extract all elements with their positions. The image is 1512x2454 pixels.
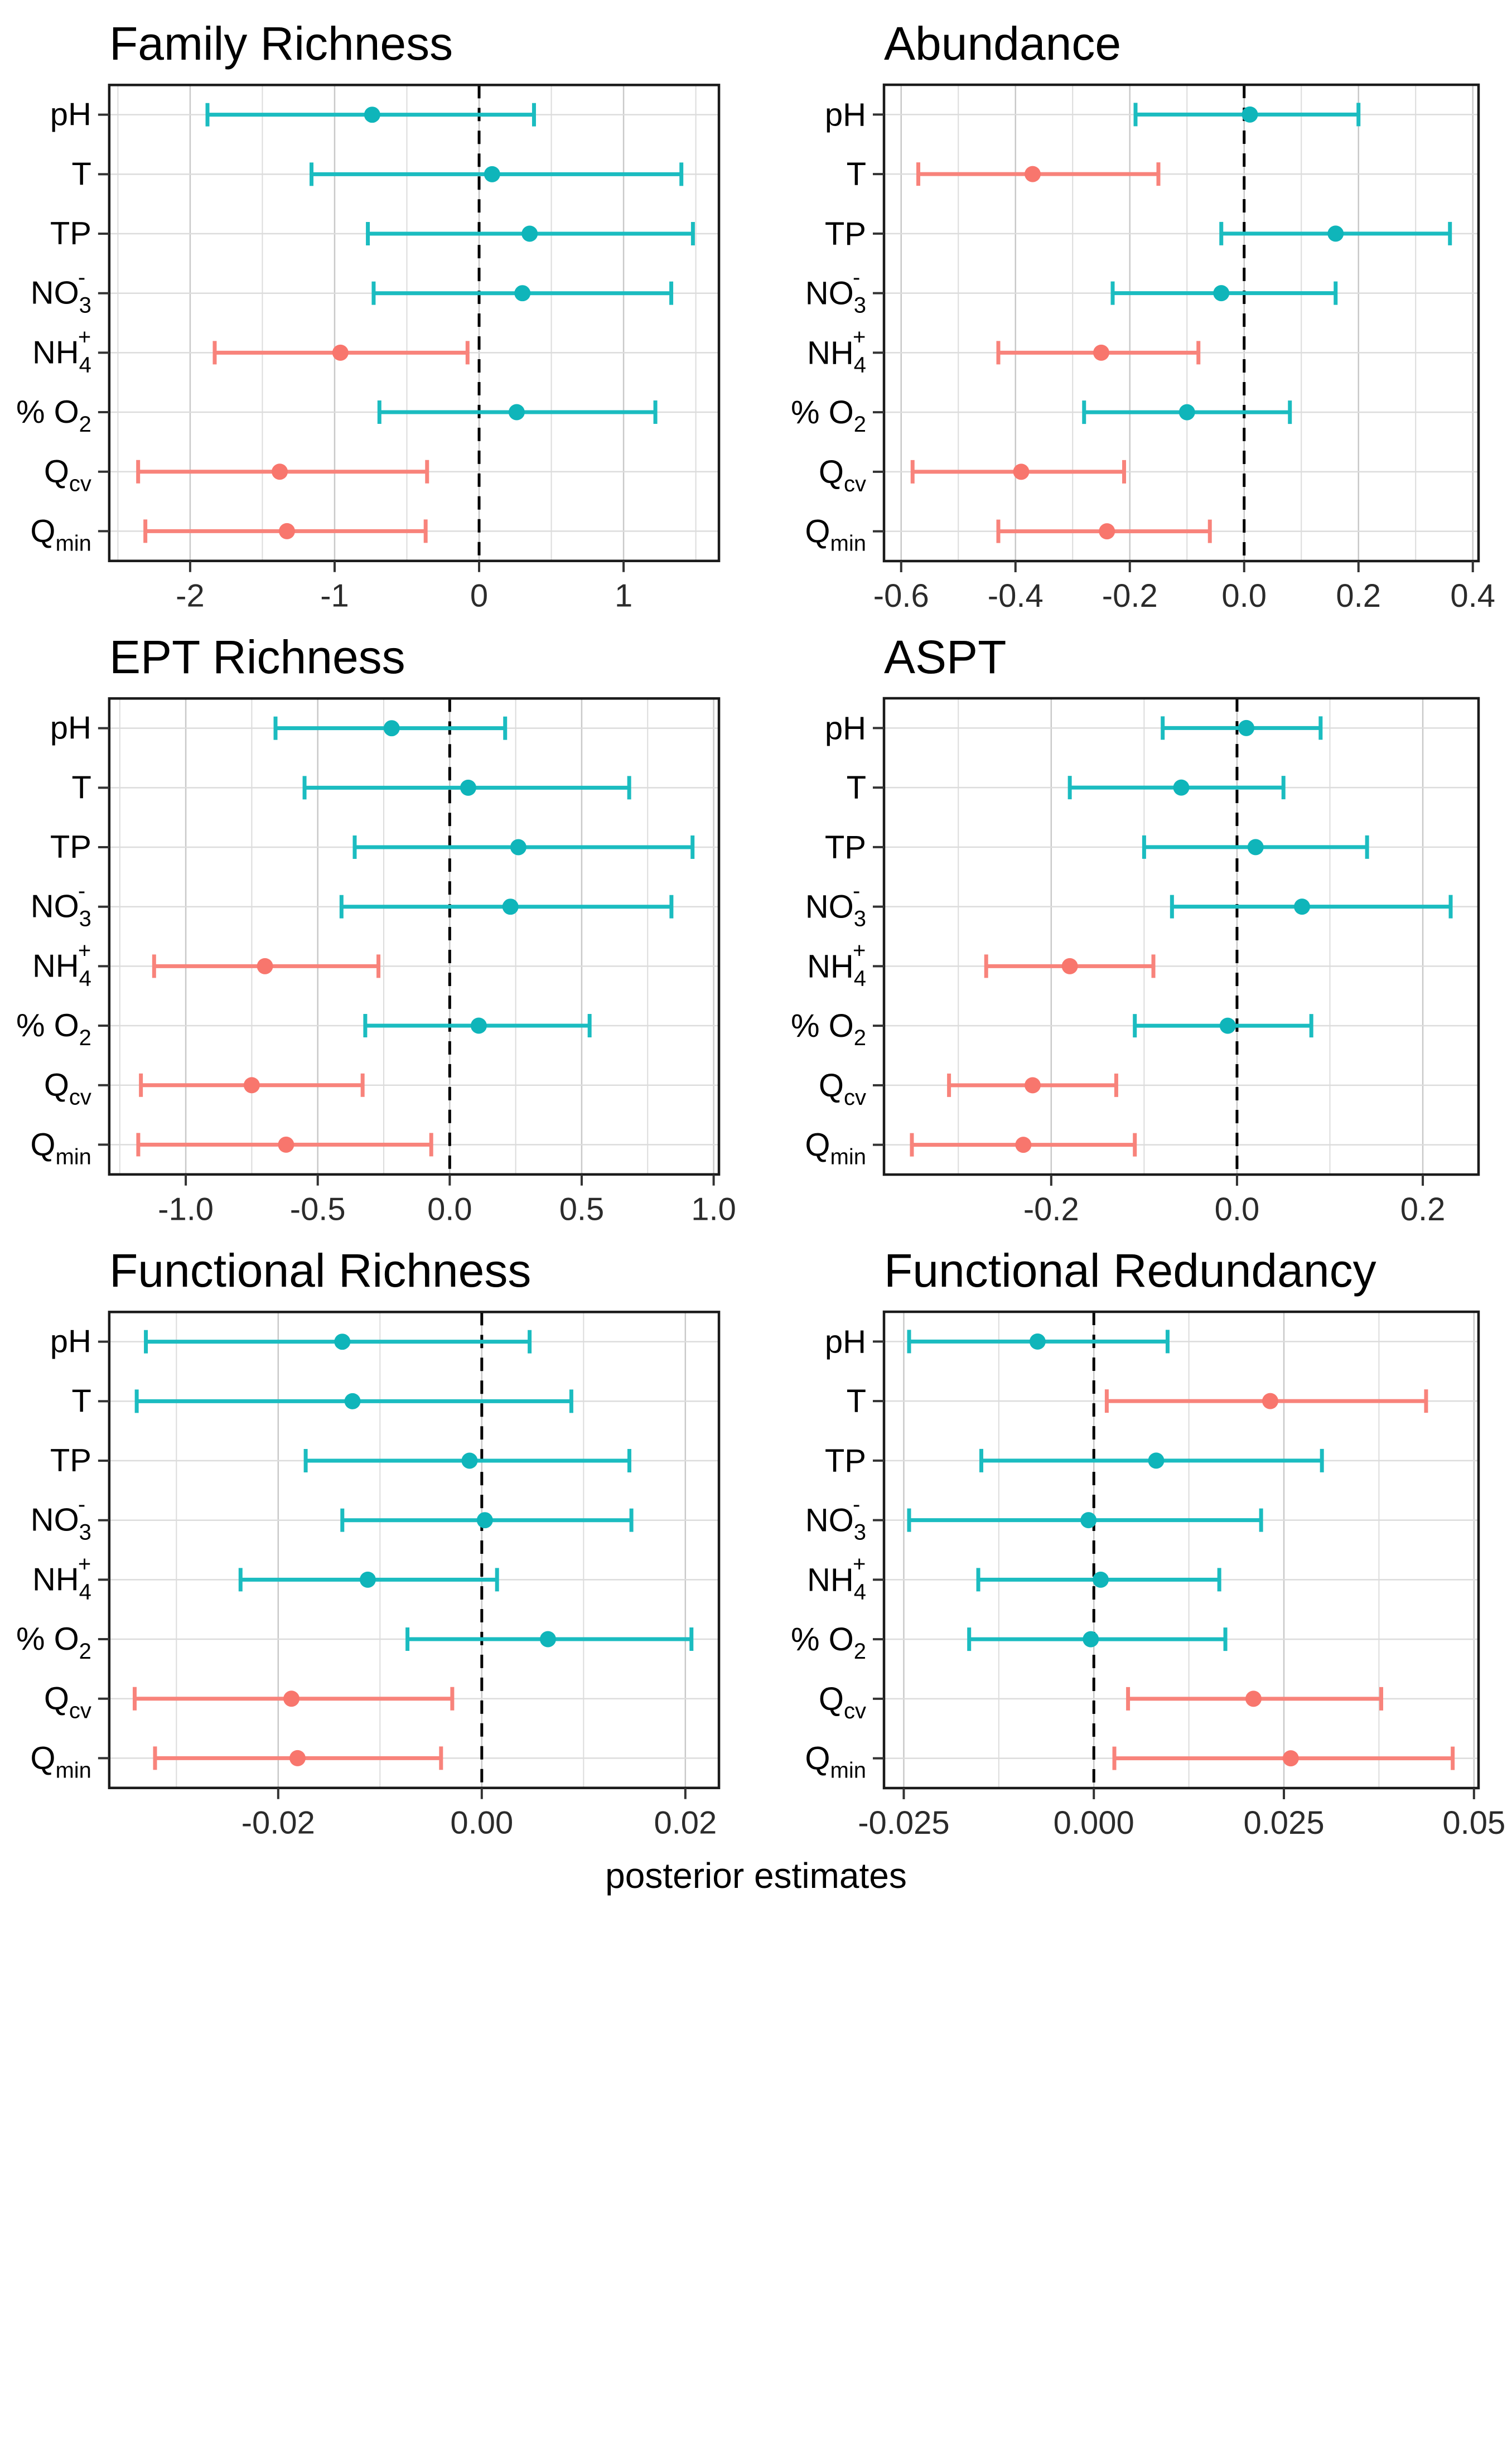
svg-text:NH4+: NH4+: [807, 325, 866, 377]
svg-text:% O2: % O2: [16, 1621, 91, 1664]
svg-text:0.05: 0.05: [1442, 1805, 1505, 1841]
svg-text:% O2: % O2: [791, 1008, 866, 1051]
panel-ept-richness: EPT Richness -1.0 -0.5 0.0 0.5 1.0 pH T TP NO3- N…: [0, 614, 756, 1228]
forest-plot-aspt: -0.2 0.0 0.2 pH T TP NO3- NH4+ % O2 Qcv Qmin: [791, 697, 1480, 1228]
svg-text:0.0: 0.0: [427, 1192, 472, 1228]
svg-text:% O2: % O2: [791, 1621, 866, 1664]
svg-text:T: T: [847, 156, 866, 192]
svg-text:% O2: % O2: [16, 1008, 91, 1050]
panel-aspt: ASPT -0.2 0.0 0.2 pH T TP NO3- NH4+ % O2 Qcv Qmin: [756, 614, 1512, 1228]
panel-title: ASPT: [884, 631, 1007, 683]
svg-text:Qcv: Qcv: [44, 1681, 91, 1723]
svg-text:Qcv: Qcv: [44, 454, 91, 496]
panel-title: Abundance: [884, 17, 1122, 70]
svg-text:-0.6: -0.6: [873, 578, 929, 614]
svg-text:pH: pH: [825, 96, 866, 133]
forest-plot-functional-redundancy: -0.025 0.000 0.025 0.05 pH T TP NO3- NH4+ % O2 Qcv…: [791, 1310, 1505, 1841]
svg-text:-0.4: -0.4: [988, 578, 1044, 614]
svg-text:-1: -1: [320, 578, 349, 614]
svg-text:T: T: [71, 156, 91, 192]
caption-row: posterior estimates: [0, 1840, 1512, 1899]
forest-plot-ept-richness: -1.0 -0.5 0.0 0.5 1.0 pH T TP NO3- NH4+ % O2 Qcv Qmi…: [16, 697, 736, 1228]
panel-title: Family Richness: [109, 17, 453, 70]
svg-text:TP: TP: [825, 1442, 866, 1479]
svg-text:pH: pH: [50, 97, 91, 133]
svg-text:T: T: [847, 1383, 866, 1419]
svg-text:Qmin: Qmin: [30, 1740, 91, 1782]
svg-text:0: 0: [470, 578, 488, 614]
svg-text:0.000: 0.000: [1054, 1805, 1134, 1841]
svg-text:NO3-: NO3-: [805, 879, 866, 931]
svg-text:TP: TP: [50, 216, 91, 252]
svg-text:-0.2: -0.2: [1023, 1191, 1079, 1228]
svg-text:pH: pH: [50, 1324, 91, 1360]
svg-text:NH4+: NH4+: [807, 938, 866, 991]
svg-text:-0.02: -0.02: [241, 1805, 315, 1841]
svg-text:NO3-: NO3-: [31, 1492, 91, 1545]
svg-text:% O2: % O2: [16, 394, 91, 437]
svg-text:NH4+: NH4+: [32, 1552, 91, 1604]
svg-text:NH4+: NH4+: [32, 938, 91, 991]
svg-text:0.2: 0.2: [1400, 1191, 1446, 1228]
svg-text:NO3-: NO3-: [31, 879, 91, 931]
svg-text:pH: pH: [50, 711, 91, 746]
panel-functional-richness: Functional Richness -0.02 0.00 0.02 pH T TP NO…: [0, 1227, 756, 1841]
svg-text:pH: pH: [825, 710, 866, 746]
svg-text:Qmin: Qmin: [30, 513, 91, 555]
svg-text:0.0: 0.0: [1215, 1191, 1260, 1228]
svg-text:NO3-: NO3-: [805, 265, 866, 318]
svg-text:Qcv: Qcv: [819, 1680, 866, 1723]
svg-text:0.00: 0.00: [450, 1805, 513, 1841]
svg-text:TP: TP: [50, 829, 91, 865]
svg-text:Qmin: Qmin: [805, 513, 866, 556]
svg-text:0.5: 0.5: [559, 1192, 605, 1228]
svg-text:-0.025: -0.025: [858, 1805, 949, 1841]
forest-plot-functional-richness: -0.02 0.00 0.02 pH T TP NO3- NH4+ % O2 Qcv Qmin: [16, 1311, 721, 1841]
svg-text:0.4: 0.4: [1450, 578, 1495, 614]
forest-plot-abundance: -0.6 -0.4 -0.2 0.0 0.2 0.4 pH T TP NO3- NH4+ % O2 Qc…: [791, 83, 1495, 614]
panel-title: Functional Richness: [109, 1244, 532, 1297]
svg-text:-2: -2: [176, 578, 205, 614]
svg-text:TP: TP: [50, 1443, 91, 1479]
svg-text:NO3-: NO3-: [31, 265, 91, 318]
svg-text:% O2: % O2: [791, 394, 866, 437]
svg-text:Qcv: Qcv: [819, 453, 866, 496]
svg-text:Qcv: Qcv: [44, 1067, 91, 1110]
forest-plot-family-richness: -2 -1 0 1 pH T TP NO3- NH4+ % O2 Qcv Qmin: [16, 84, 721, 614]
svg-text:1.0: 1.0: [691, 1192, 736, 1228]
panel-abundance: Abundance -0.6 -0.4 -0.2 0.0 0.2 0.4 pH T TP NO3-…: [756, 0, 1512, 614]
svg-text:T: T: [847, 770, 866, 806]
svg-text:Qmin: Qmin: [805, 1740, 866, 1783]
panel-title: Functional Redundancy: [884, 1244, 1376, 1297]
svg-text:0.025: 0.025: [1243, 1805, 1324, 1841]
panel-family-richness: Family Richness -2 -1 0 1 pH T TP NO3- NH4+ % O2 Q…: [0, 0, 756, 614]
svg-text:T: T: [71, 770, 91, 805]
svg-text:TP: TP: [825, 215, 866, 252]
svg-text:pH: pH: [825, 1323, 866, 1360]
svg-text:-0.2: -0.2: [1102, 578, 1158, 614]
panel-title: EPT Richness: [109, 631, 405, 683]
svg-text:T: T: [71, 1383, 91, 1419]
svg-text:0.2: 0.2: [1336, 578, 1381, 614]
svg-text:-0.5: -0.5: [290, 1192, 346, 1228]
svg-text:TP: TP: [825, 829, 866, 865]
svg-text:0.0: 0.0: [1221, 578, 1267, 614]
svg-text:NO3-: NO3-: [805, 1492, 866, 1545]
panel-functional-redundancy: Functional Redundancy -0.025 0.000 0.025 0.…: [756, 1227, 1512, 1841]
svg-text:-1.0: -1.0: [158, 1192, 214, 1228]
svg-text:0.02: 0.02: [654, 1805, 717, 1841]
x-axis-caption: posterior estimates: [605, 1856, 907, 1896]
svg-text:NH4+: NH4+: [32, 325, 91, 377]
svg-text:NH4+: NH4+: [807, 1552, 866, 1604]
svg-text:Qmin: Qmin: [805, 1127, 866, 1170]
svg-text:1: 1: [615, 578, 632, 614]
svg-text:Qmin: Qmin: [30, 1127, 91, 1169]
svg-text:Qcv: Qcv: [819, 1067, 866, 1110]
